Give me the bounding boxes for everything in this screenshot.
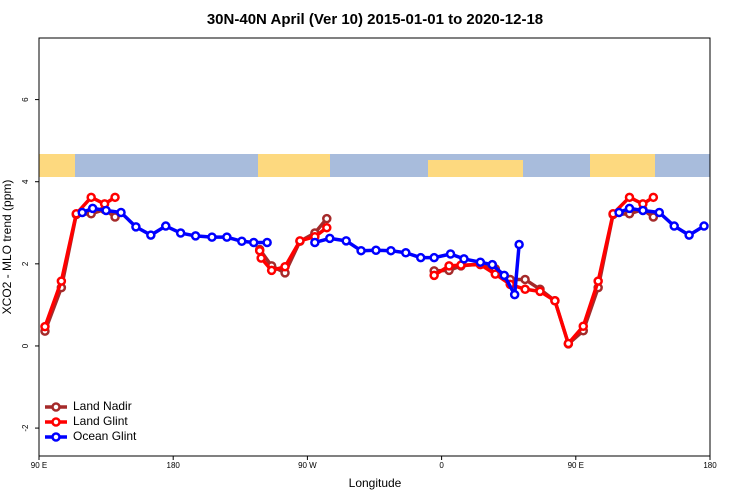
point: [487, 259, 498, 270]
x-tick-label: 90 W: [298, 461, 317, 470]
series-line: [433, 195, 655, 346]
point: [624, 192, 635, 203]
point: [131, 222, 141, 232]
point: [578, 321, 589, 331]
point: [280, 261, 290, 272]
point: [509, 289, 520, 300]
point: [459, 254, 469, 264]
point: [386, 245, 396, 256]
point: [593, 276, 603, 286]
point: [322, 213, 332, 224]
point: [475, 257, 486, 267]
point: [614, 207, 624, 218]
point: [222, 232, 232, 242]
legend-marker: [51, 432, 61, 442]
point: [514, 239, 524, 250]
point: [116, 207, 126, 218]
point: [429, 252, 439, 263]
point: [648, 192, 659, 203]
point: [248, 237, 259, 248]
point: [535, 286, 545, 297]
y-tick-label: -2: [21, 424, 30, 432]
x-axis-label: Longitude: [349, 476, 402, 490]
point: [87, 203, 98, 214]
point: [371, 245, 381, 256]
x-tick-label: 0: [439, 461, 444, 470]
point: [341, 236, 351, 246]
y-tick-label: 6: [21, 97, 30, 102]
x-tick-label: 90 E: [568, 461, 584, 470]
plot-frame: [38, 37, 711, 457]
point: [146, 230, 156, 240]
point: [638, 205, 648, 216]
point: [445, 249, 456, 259]
point: [401, 247, 411, 258]
point: [110, 192, 120, 203]
point: [310, 237, 320, 248]
x-tick-label: 180: [703, 461, 717, 470]
legend-label: Ocean Glint: [73, 429, 137, 443]
series-line: [314, 236, 521, 297]
y-tick-label: 4: [21, 179, 30, 184]
point: [415, 252, 426, 263]
point: [101, 205, 111, 216]
point: [550, 296, 560, 306]
point: [160, 221, 171, 231]
point: [56, 276, 67, 286]
point: [77, 207, 87, 218]
point: [256, 253, 266, 263]
point: [563, 338, 574, 349]
series-line: [434, 207, 655, 346]
point: [624, 203, 635, 214]
point: [490, 269, 501, 279]
point: [40, 321, 50, 332]
point: [520, 274, 530, 285]
point: [654, 207, 665, 218]
x-tick-label: 90 E: [31, 461, 47, 470]
y-tick-label: 0: [21, 343, 30, 348]
point: [499, 270, 509, 281]
point: [684, 230, 694, 240]
x-tick-label: 180: [167, 461, 181, 470]
legend-marker: [51, 417, 61, 427]
y-axis-label: XCO2 - MLO trend (ppm): [0, 180, 14, 315]
point: [190, 231, 201, 241]
point: [110, 212, 120, 222]
legend-label: Land Nadir: [73, 399, 132, 413]
point: [322, 222, 332, 233]
point: [295, 236, 305, 246]
legend-label: Land Glint: [73, 414, 128, 428]
point: [356, 245, 366, 256]
point: [699, 221, 709, 231]
point: [669, 221, 679, 231]
point: [444, 261, 454, 271]
series-line: [43, 207, 117, 332]
map-strip: [39, 154, 710, 177]
point: [429, 270, 439, 281]
point: [86, 192, 96, 203]
point: [254, 245, 265, 256]
point: [266, 265, 277, 276]
point: [520, 284, 530, 295]
point: [207, 232, 217, 242]
point: [237, 236, 247, 247]
point: [262, 237, 272, 248]
y-tick-label: 2: [21, 261, 30, 266]
point: [325, 233, 335, 244]
chart-title: 30N-40N April (Ver 10) 2015-01-01 to 202…: [207, 11, 543, 28]
point: [175, 228, 186, 238]
legend-marker: [51, 402, 61, 412]
